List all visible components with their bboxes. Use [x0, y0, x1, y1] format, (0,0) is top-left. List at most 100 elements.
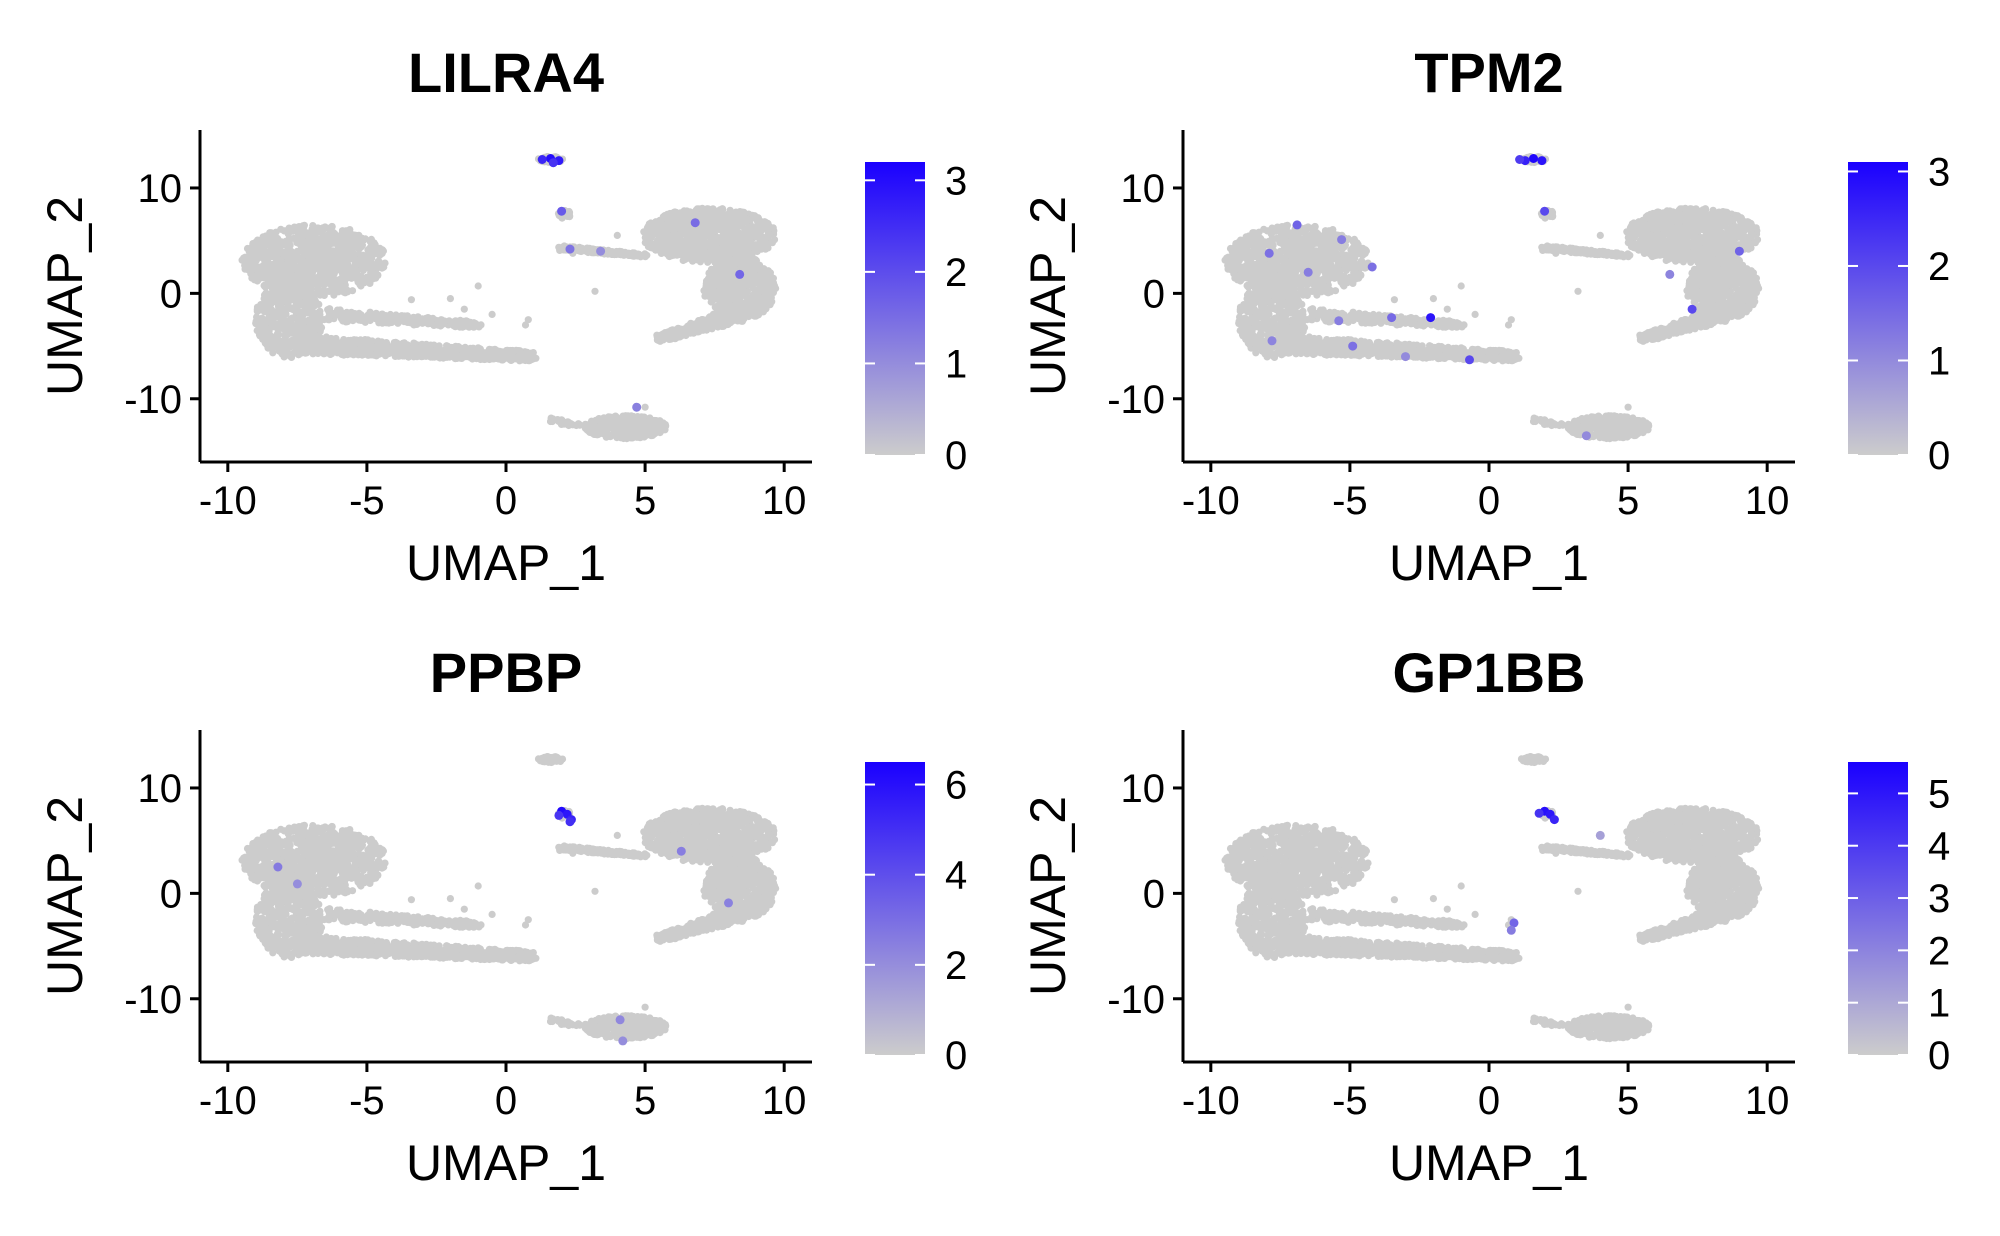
cell-point: [259, 233, 267, 241]
cell-point: [350, 341, 358, 349]
cell-point: [682, 228, 690, 236]
cell-point: [254, 242, 262, 250]
cell-point: [613, 434, 621, 442]
cell-point: [724, 320, 732, 329]
background-cells: [1221, 153, 1763, 443]
cell-point: [312, 256, 320, 264]
cell-point: [721, 309, 729, 317]
cell-point: [707, 298, 715, 306]
cell-point: [641, 403, 649, 411]
cell-point: [758, 240, 767, 248]
cell-point: [576, 421, 584, 429]
colorbar-tick-label: 2: [945, 251, 967, 295]
cell-point: [355, 313, 363, 321]
expressing-cell-point: [557, 206, 567, 216]
cell-point: [372, 315, 380, 323]
cell-point: [677, 244, 685, 252]
cell-point: [255, 254, 263, 262]
cell-point: [752, 276, 760, 284]
cell-point: [721, 285, 729, 293]
cell-point: [254, 316, 262, 324]
cell-point: [377, 349, 385, 358]
cell-point: [329, 336, 337, 344]
cell-point: [709, 212, 717, 220]
cell-point: [276, 281, 284, 289]
cell-point: [336, 250, 344, 258]
y-axis-label: UMAP_2: [37, 196, 93, 396]
cell-point: [300, 275, 308, 283]
cell-point: [751, 256, 759, 264]
cell-point: [769, 279, 777, 287]
x-tick-label: -5: [349, 479, 385, 523]
cell-point: [753, 214, 761, 222]
cell-point: [309, 262, 317, 271]
cell-point: [249, 254, 257, 262]
cell-point: [417, 353, 426, 361]
cell-point: [661, 421, 670, 429]
cell-point: [242, 254, 250, 262]
cell-point: [300, 251, 308, 259]
cell-point: [742, 214, 750, 222]
cell-point: [281, 345, 289, 353]
cell-point: [411, 351, 419, 359]
cell-point: [328, 223, 336, 231]
cell-point: [276, 274, 284, 283]
x-axis-label: UMAP_1: [406, 535, 606, 591]
cell-point: [725, 254, 733, 262]
cell-point: [414, 318, 422, 326]
cell-point: [361, 235, 369, 243]
cell-point: [328, 287, 336, 295]
cell-point: [276, 322, 284, 330]
cell-point: [627, 427, 635, 435]
cell-point: [316, 291, 324, 299]
cell-point: [385, 346, 394, 354]
cell-point: [316, 307, 324, 315]
cell-point: [502, 352, 510, 361]
cell-point: [269, 349, 277, 357]
cell-point: [398, 312, 407, 320]
cell-point: [667, 238, 675, 246]
cell-point: [441, 317, 449, 325]
cell-point: [743, 288, 751, 296]
y-tick-label: 0: [160, 272, 182, 316]
cell-point: [410, 345, 418, 353]
cell-point: [313, 278, 321, 286]
cell-point: [346, 232, 354, 240]
cell-point: [378, 311, 386, 319]
cell-point: [697, 227, 705, 236]
cell-point: [344, 274, 352, 282]
cell-point: [275, 304, 283, 312]
cell-point: [608, 415, 616, 423]
cell-point: [691, 208, 699, 216]
cell-point: [524, 316, 532, 324]
cell-point: [336, 283, 344, 291]
cell-point: [281, 250, 289, 258]
cell-point: [374, 271, 382, 279]
cell-point: [679, 221, 687, 229]
cell-point: [403, 350, 412, 358]
cell-point: [757, 226, 765, 234]
cell-point: [406, 319, 414, 327]
cell-point: [407, 296, 415, 304]
expressing-cell-point: [565, 244, 575, 254]
cell-point: [301, 349, 309, 357]
expressing-cell-point: [548, 158, 558, 168]
cell-point: [344, 316, 352, 324]
cell-point: [466, 347, 474, 355]
cell-point: [317, 236, 325, 244]
cell-point: [332, 259, 340, 267]
cell-point: [271, 248, 279, 256]
cell-point: [271, 296, 279, 304]
cell-point: [378, 338, 386, 346]
cell-point: [277, 242, 285, 250]
cell-point: [658, 243, 667, 251]
cell-point: [460, 305, 468, 313]
expressing-cell-point: [735, 269, 745, 279]
colorbar-tick-label: 1: [945, 342, 967, 386]
cell-point: [422, 340, 430, 348]
cell-point: [250, 276, 259, 284]
cell-point: [328, 349, 336, 358]
cell-point: [727, 220, 735, 228]
